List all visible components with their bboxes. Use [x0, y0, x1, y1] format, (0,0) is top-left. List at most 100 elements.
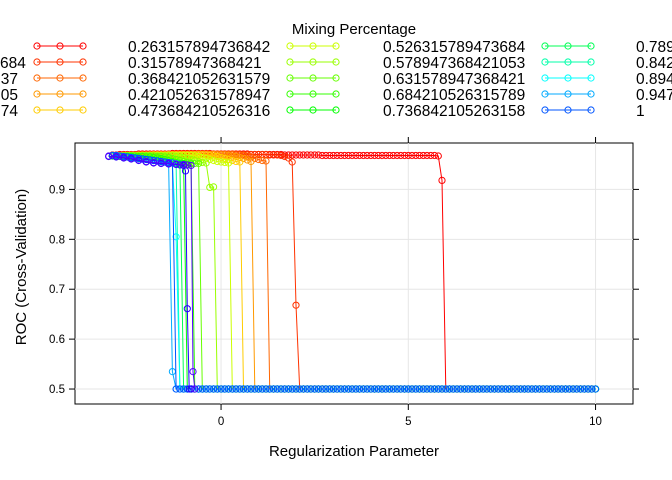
data-point [189, 368, 197, 376]
data-point [296, 385, 304, 393]
data-point [412, 151, 420, 160]
y-tick-label: 0.6 [49, 334, 65, 346]
data-point [292, 151, 300, 159]
data-point [105, 152, 113, 160]
data-point [168, 159, 176, 167]
data-point [513, 385, 521, 393]
data-point [382, 385, 390, 393]
data-point [198, 158, 206, 167]
legend-item: 0.789 [541, 39, 672, 56]
legend-item: 0.894 [541, 71, 672, 88]
data-point [228, 156, 236, 165]
data-point [363, 151, 371, 160]
data-point [430, 151, 439, 160]
data-point [593, 0, 599, 3]
legend-marker [79, 74, 87, 82]
data-point [232, 152, 240, 161]
data-point [311, 151, 319, 159]
data-point [438, 385, 446, 393]
legend-label: 0.421052631578947 [128, 87, 270, 104]
legend-item: 0.736842105263158 [286, 103, 525, 120]
data-point [180, 160, 188, 169]
data-point [356, 151, 364, 160]
data-point [318, 385, 326, 393]
y-tick-label: 0.7 [49, 284, 65, 296]
legend-label: 0.842 [636, 55, 672, 72]
data-point [210, 183, 218, 191]
legend-marker [79, 106, 87, 114]
data-point [288, 385, 296, 393]
data-point [198, 153, 206, 162]
data-point [176, 385, 184, 393]
legend-label-clipped: 74 [1, 103, 19, 120]
data-point [562, 385, 570, 393]
series-line [112, 155, 596, 390]
legend-marker [286, 74, 294, 82]
data-point [584, 385, 592, 393]
data-point [202, 154, 210, 163]
legend-marker [541, 106, 549, 114]
data-point [247, 157, 255, 166]
data-point [116, 152, 124, 160]
data-point [359, 151, 367, 160]
legend-marker [587, 90, 595, 98]
legend-item: 0.947 [541, 87, 672, 104]
data-point [408, 385, 416, 393]
x-axis-title: Regularization Parameter [269, 443, 439, 460]
data-point [333, 151, 341, 160]
data-point [359, 385, 367, 393]
data-point [326, 151, 334, 160]
data-point [217, 153, 225, 162]
data-point [243, 385, 251, 393]
data-point [232, 157, 240, 166]
data-point [311, 385, 319, 393]
data-point [348, 151, 356, 160]
data-point [228, 385, 236, 393]
data-point [449, 385, 457, 393]
data-point [236, 158, 244, 166]
data-point [221, 385, 229, 393]
legend-label-clipped: 684 [0, 55, 26, 72]
data-point [505, 385, 513, 393]
legend-item: 0.473684210526316 [33, 103, 270, 120]
data-point [453, 385, 461, 393]
legend-item: 0.684210526315789 [286, 87, 525, 104]
legend-marker [33, 42, 41, 50]
data-point [131, 154, 139, 162]
legend-label: 0.473684210526316 [128, 103, 270, 120]
data-point [142, 157, 150, 166]
legend-label: 0.736842105263158 [383, 103, 525, 120]
data-point [153, 157, 161, 165]
data-point [593, 0, 599, 3]
data-point [588, 385, 596, 393]
data-point [589, 0, 595, 3]
data-point [427, 385, 435, 393]
data-point [221, 158, 229, 167]
data-point [593, 0, 599, 3]
legend-marker [56, 90, 64, 98]
data-point [281, 385, 289, 393]
data-point [135, 156, 143, 164]
data-point [284, 385, 293, 393]
data-point [224, 385, 233, 393]
data-point [243, 152, 251, 160]
legend-marker [587, 106, 595, 114]
data-point [123, 153, 132, 161]
data-point [258, 385, 266, 393]
data-point [262, 157, 270, 165]
data-point [127, 154, 135, 163]
legend-marker [79, 90, 87, 98]
data-point [183, 305, 191, 313]
data-point [401, 151, 409, 160]
series-0.789473684210526 [108, 151, 600, 393]
data-point [344, 385, 352, 393]
data-point [210, 385, 218, 393]
data-point [517, 385, 525, 393]
series-line [112, 155, 596, 390]
data-point [569, 385, 577, 393]
legend-label-clipped: 05 [1, 87, 18, 104]
data-point [367, 151, 375, 160]
legend-marker [587, 74, 595, 82]
data-point [288, 158, 296, 166]
data-point [344, 151, 352, 160]
